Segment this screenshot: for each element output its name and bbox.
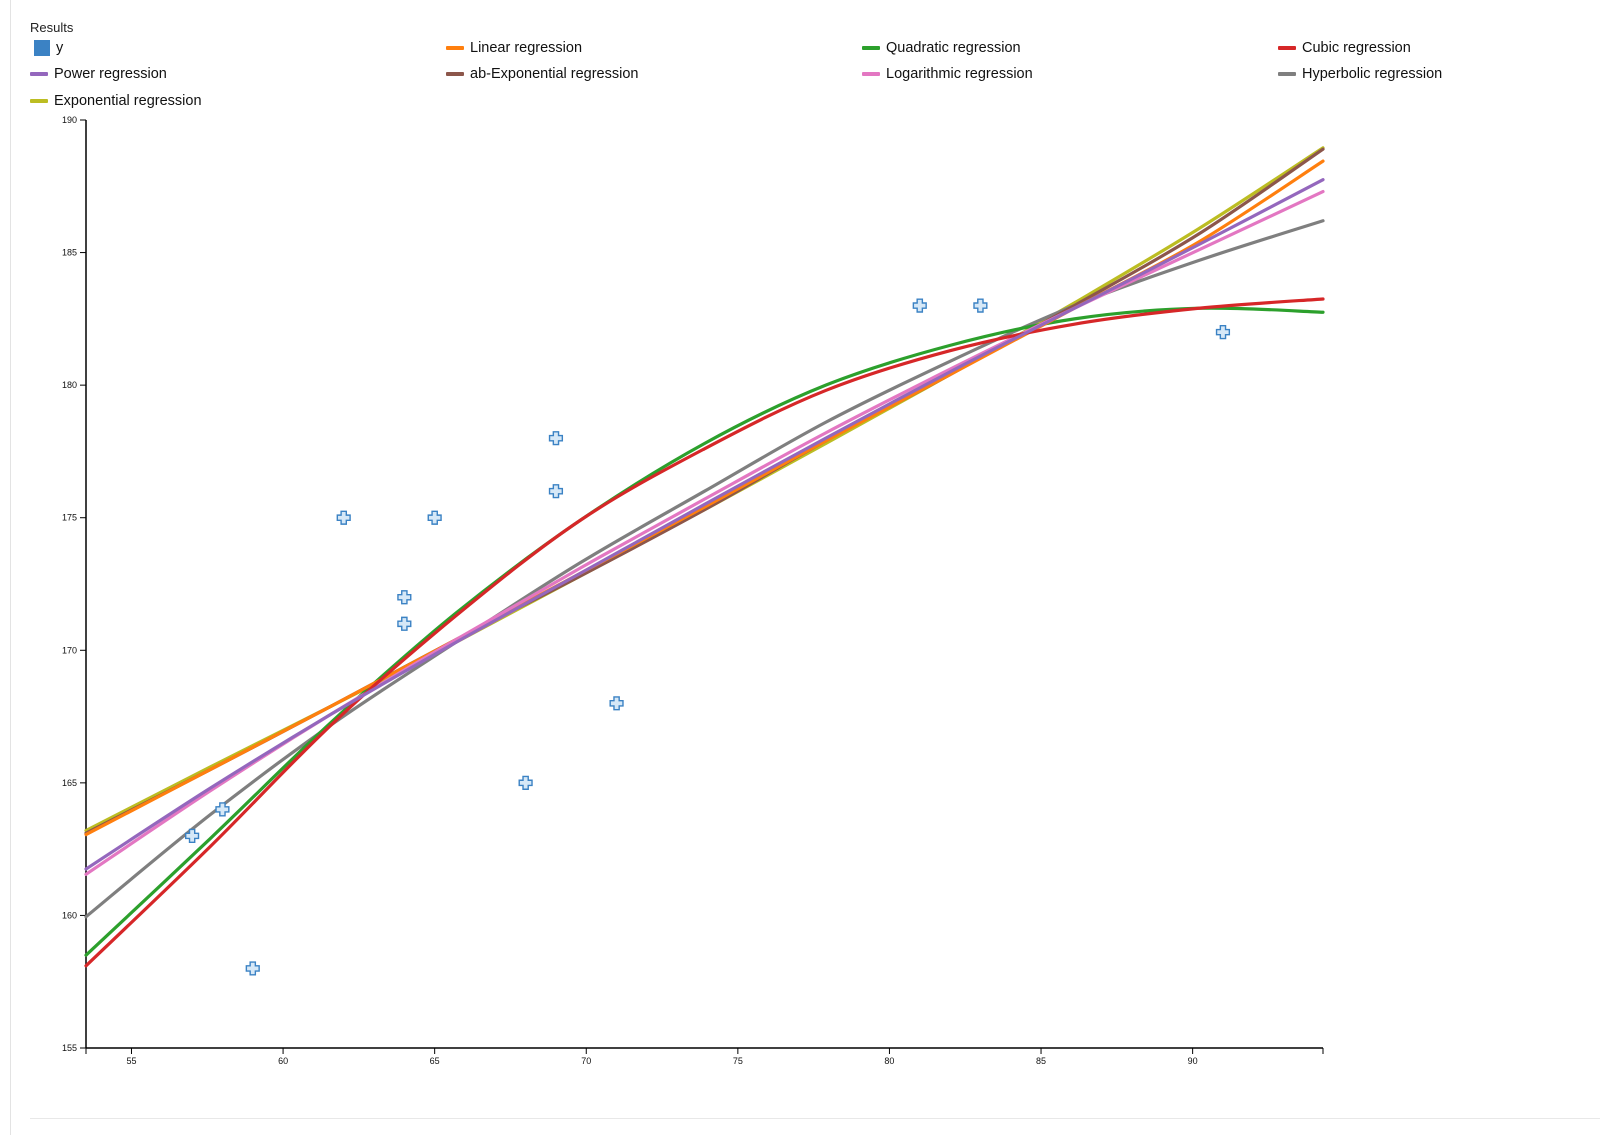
y-tick-label: 190 <box>62 115 77 125</box>
data-point <box>1215 325 1231 340</box>
power-regression-line <box>84 178 1325 871</box>
x-tick-label: 75 <box>733 1056 743 1066</box>
legend-swatch <box>1278 46 1296 50</box>
legend-item[interactable]: Power regression <box>30 64 167 84</box>
legend-label: Logarithmic regression <box>886 66 1033 82</box>
x-tick-label: 80 <box>884 1056 894 1066</box>
legend-item[interactable]: Cubic regression <box>1278 38 1411 58</box>
legend-item[interactable]: Exponential regression <box>30 91 202 111</box>
legend-item[interactable]: ab-Exponential regression <box>446 64 638 84</box>
legend-item[interactable]: Hyperbolic regression <box>1278 64 1442 84</box>
y-tick-label: 165 <box>62 778 77 788</box>
y-tick-label: 180 <box>62 380 77 390</box>
panel-left-border <box>10 0 11 1135</box>
chart-axes: 155 160 165 170 175 180 185 190 55 60 65 70 75 80 85 90 <box>62 115 1324 1066</box>
y-tick-label: 160 <box>62 910 77 920</box>
data-point <box>912 298 927 313</box>
data-point <box>518 775 533 790</box>
regression-lines <box>84 146 1325 968</box>
legend-label: Hyperbolic regression <box>1302 66 1443 82</box>
data-point <box>397 616 412 631</box>
y-tick-label: 185 <box>62 248 77 258</box>
legend-label: ab-Exponential regression <box>470 66 639 82</box>
legend-item[interactable]: Logarithmic regression <box>862 64 1033 84</box>
x-tick-label: 60 <box>278 1056 288 1066</box>
legend-item[interactable]: Linear regression <box>446 38 582 58</box>
legend-swatch <box>30 99 48 103</box>
legend-swatch <box>30 72 48 76</box>
data-point <box>215 802 230 817</box>
legend-swatch <box>446 46 464 50</box>
x-tick-label: 90 <box>1188 1056 1198 1066</box>
data-point <box>245 961 260 976</box>
data-point <box>548 431 564 446</box>
legend-item[interactable]: y <box>30 38 63 58</box>
legend-label: Exponential regression <box>54 93 202 109</box>
data-points <box>185 298 1231 976</box>
x-tick-label: 85 <box>1036 1056 1046 1066</box>
panel-bottom-border <box>30 1118 1600 1119</box>
legend-label: Linear regression <box>470 40 583 56</box>
y-tick-label: 175 <box>62 513 77 523</box>
data-point <box>397 590 412 605</box>
data-point <box>609 696 624 711</box>
data-point <box>185 828 200 843</box>
legend-swatch <box>862 72 880 76</box>
legend-swatch <box>446 72 464 76</box>
legend-label: Quadratic regression <box>886 40 1021 56</box>
x-tick-label: 70 <box>581 1056 591 1066</box>
legend-swatch <box>1278 72 1296 76</box>
data-point <box>548 484 564 499</box>
y-tick-label: 170 <box>62 645 77 655</box>
legend-swatch <box>34 40 50 56</box>
legend-label: y <box>56 40 64 56</box>
legend-item[interactable]: Quadratic regression <box>862 38 1021 58</box>
exponential-regression-line <box>84 146 1325 833</box>
x-tick-label: 65 <box>430 1056 440 1066</box>
legend-label: Power regression <box>54 66 167 82</box>
x-tick-label: 55 <box>126 1056 136 1066</box>
hyperbolic-regression-line <box>84 219 1325 919</box>
legend-label: Cubic regression <box>1302 40 1411 56</box>
legend-swatch <box>862 46 880 50</box>
cubic-regression-line <box>84 297 1325 968</box>
quadratic-regression-line <box>84 306 1325 957</box>
data-point <box>427 510 442 525</box>
y-tick-label: 155 <box>62 1043 77 1053</box>
logarithmic-regression-line <box>84 189 1325 876</box>
results-title: Results <box>30 20 74 35</box>
data-point <box>973 298 988 313</box>
data-point <box>336 510 351 525</box>
